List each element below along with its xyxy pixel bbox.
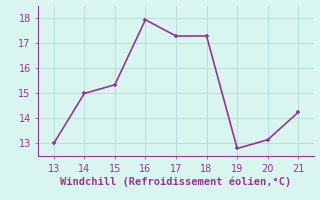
X-axis label: Windchill (Refroidissement éolien,°C): Windchill (Refroidissement éolien,°C) [60,176,292,187]
